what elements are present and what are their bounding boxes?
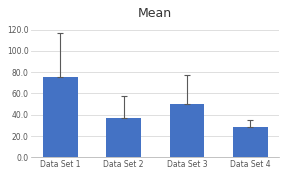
Bar [106, 118, 141, 157]
Bar [233, 127, 268, 157]
Bar [170, 104, 204, 157]
Title: Mean: Mean [138, 7, 172, 20]
Bar [43, 77, 78, 157]
